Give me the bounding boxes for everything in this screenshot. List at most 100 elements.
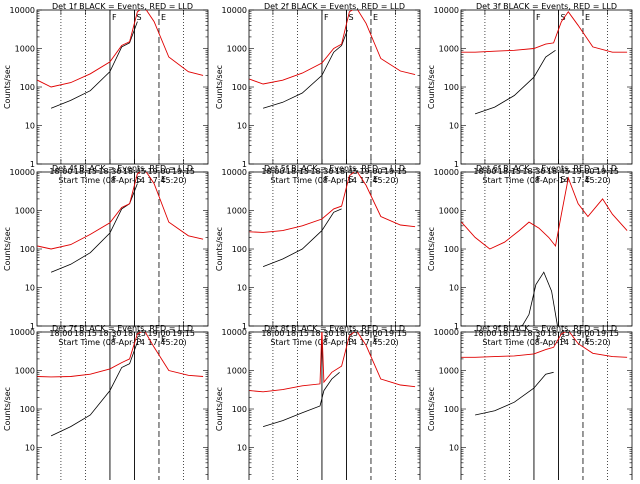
y-tick-label: 100 (444, 405, 459, 414)
y-tick-label: 100 (232, 245, 247, 254)
y-tick-label: 10000 (434, 328, 459, 337)
y-tick-label: 10 (25, 284, 35, 293)
x-tick-label: 18:30 (310, 167, 333, 176)
y-tick-label: 10 (449, 122, 459, 131)
plot-frame (460, 171, 633, 327)
panel-det-8: Det 8f BLACK = Events, RED = LLD 1 10 100 10… (215, 324, 421, 484)
y-tick-label: 100 (232, 83, 247, 92)
x-tick-label: 19:00 (147, 167, 170, 176)
lld-series-line (249, 10, 416, 85)
panel-det-4: Det 4f BLACK = Events, RED = LLD 1 10 100 10… (3, 164, 209, 347)
y-tick-label: 10000 (10, 168, 35, 177)
y-tick-label: 1000 (15, 45, 35, 54)
interval-label: E (161, 335, 166, 344)
y-axis-label: Counts/sec (427, 227, 436, 271)
interval-label: E (373, 13, 378, 22)
interval-label: F (112, 175, 117, 184)
x-tick-label: 18:00 (473, 167, 496, 176)
plot-frame (36, 331, 209, 484)
y-axis-label: Counts/sec (427, 65, 436, 109)
y-tick-label: 10 (25, 122, 35, 131)
interval-label: E (373, 175, 378, 184)
panel-det-7: Det 7f BLACK = Events, RED = LLD 1 10 100 10… (3, 324, 209, 484)
events-series-line (50, 183, 138, 273)
events-series-line (474, 49, 556, 115)
y-tick-label: 100 (20, 245, 35, 254)
interval-label: F (536, 335, 541, 344)
plot-frame (460, 331, 633, 484)
interval-label: E (161, 13, 166, 22)
y-axis-label: Counts/sec (3, 387, 12, 431)
interval-label: E (585, 13, 590, 22)
x-tick-label: 19:00 (571, 167, 594, 176)
lld-series-line (249, 172, 416, 233)
y-tick-label: 100 (20, 83, 35, 92)
y-tick-label: 10000 (434, 6, 459, 15)
x-axis-label: Start Time (08-Apr-14 17:45:20) (58, 338, 186, 347)
x-tick-label: 19:15 (172, 167, 195, 176)
x-tick-label: 18:45 (123, 167, 146, 176)
x-tick-label: 19:15 (596, 167, 619, 176)
x-tick-label: 18:30 (98, 167, 121, 176)
interval-label: S (136, 175, 141, 184)
y-tick-label: 1 (454, 322, 459, 331)
panel-det-3: Det 3f BLACK = Events, RED = LLD 1 10 100 10… (427, 2, 633, 185)
panel-title: Det 5f BLACK = Events, RED = LLD (264, 164, 405, 173)
y-tick-label: 10000 (10, 328, 35, 337)
x-tick-label: 18:00 (261, 167, 284, 176)
x-tick-label: 18:15 (286, 167, 309, 176)
x-axis-label: Start Time (08-Apr-14 17:45:20) (58, 176, 186, 185)
panel-title: Det 8f BLACK = Events, RED = LLD (264, 324, 405, 333)
x-tick-label: 18:45 (335, 167, 358, 176)
y-axis-label: Counts/sec (3, 227, 12, 271)
panel-det-6: Det 6f BLACK = Events, RED = LLD 1 10 100 10… (427, 164, 633, 347)
events-series-line (262, 208, 342, 267)
x-tick-label: 19:15 (384, 167, 407, 176)
y-axis-label: Counts/sec (215, 387, 224, 431)
y-tick-label: 10000 (10, 6, 35, 15)
y-tick-label: 1 (30, 160, 35, 169)
interval-label: E (585, 335, 590, 344)
panel-title: Det 3f BLACK = Events, RED = LLD (476, 2, 617, 11)
x-axis-label: Start Time (08-Apr-14 17:45:20) (482, 338, 610, 347)
interval-label: S (560, 175, 565, 184)
events-series-line (262, 29, 348, 109)
interval-label: F (112, 335, 117, 344)
x-tick-label: 19:00 (359, 167, 382, 176)
y-tick-label: 1000 (227, 45, 247, 54)
panel-det-2: Det 2f BLACK = Events, RED = LLD 1 10 100 10… (215, 2, 421, 185)
x-tick-label: 18:15 (498, 167, 521, 176)
x-axis-label: Start Time (08-Apr-14 17:45:20) (270, 338, 398, 347)
y-tick-label: 1000 (439, 207, 459, 216)
interval-label: S (136, 13, 141, 22)
y-tick-label: 1000 (439, 45, 459, 54)
y-tick-label: 10 (237, 444, 247, 453)
lld-series-line (37, 172, 204, 250)
y-axis-label: Counts/sec (3, 65, 12, 109)
interval-label: F (536, 13, 541, 22)
y-tick-label: 1000 (227, 367, 247, 376)
y-tick-label: 100 (232, 405, 247, 414)
x-axis-label: Start Time (08-Apr-14 17:45:20) (270, 176, 398, 185)
lld-series-line (37, 332, 204, 378)
lld-series-line (461, 332, 628, 358)
interval-label: S (136, 335, 141, 344)
y-tick-label: 1 (242, 160, 247, 169)
panel-det-9: Det 9f BLACK = Events, RED = LLD 1 10 100 10… (427, 324, 633, 484)
x-tick-label: 18:15 (74, 167, 97, 176)
plot-frame (36, 9, 209, 165)
plot-frame (248, 9, 421, 165)
y-axis-label: Counts/sec (215, 227, 224, 271)
plot-frame (460, 9, 633, 165)
lld-series-line (249, 332, 416, 393)
y-tick-label: 10 (449, 284, 459, 293)
y-tick-label: 1 (30, 322, 35, 331)
events-series-line (262, 371, 340, 427)
interval-label: F (324, 335, 329, 344)
y-tick-label: 100 (444, 83, 459, 92)
y-tick-label: 10000 (434, 168, 459, 177)
y-tick-label: 100 (444, 245, 459, 254)
interval-label: S (348, 13, 353, 22)
events-series-line (475, 371, 554, 416)
y-tick-label: 1000 (439, 367, 459, 376)
